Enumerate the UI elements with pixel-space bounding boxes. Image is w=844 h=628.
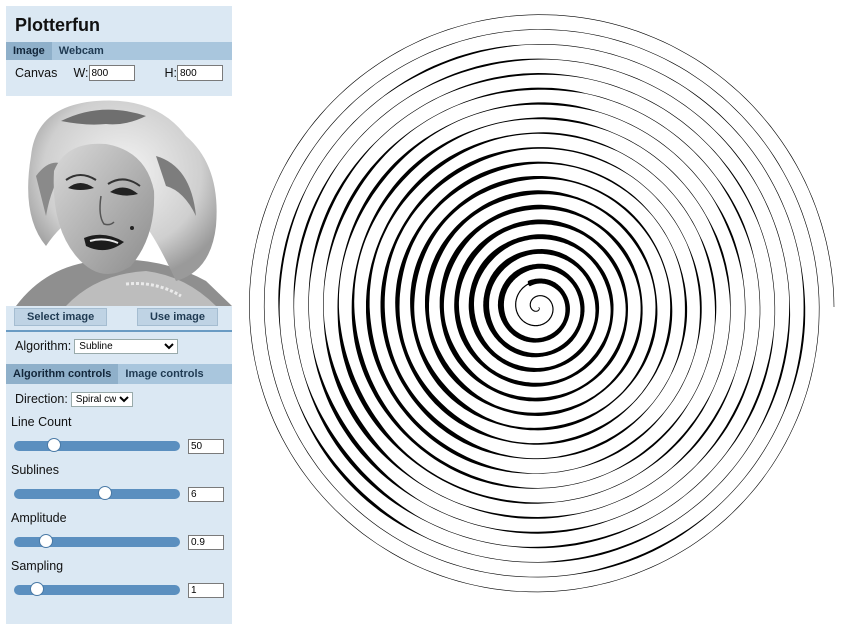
sampling-input[interactable]	[188, 582, 224, 598]
sampling-slider[interactable]	[14, 582, 180, 596]
divider	[6, 330, 232, 332]
select-image-button[interactable]: Select image	[14, 308, 108, 326]
sublines-label: Sublines	[11, 463, 59, 477]
direction-label: Direction:	[15, 392, 68, 406]
direction-row: Direction: Spiral cw	[6, 384, 232, 414]
control-tabs: Algorithm controls Image controls	[6, 364, 232, 384]
slider-thumb[interactable]	[38, 534, 53, 548]
spiral-plot	[249, 14, 835, 593]
app-title: Plotterfun	[15, 15, 100, 35]
height-label: H:	[164, 66, 178, 80]
tab-image[interactable]: Image	[6, 42, 52, 60]
line-count-label: Line Count	[11, 415, 72, 429]
control-sublines: Sublines	[6, 462, 232, 510]
slider-thumb[interactable]	[30, 582, 45, 596]
height-input[interactable]	[177, 65, 223, 81]
algorithm-select[interactable]: Subline	[74, 338, 179, 354]
control-amplitude: Amplitude	[6, 510, 232, 558]
tab-algorithm-controls[interactable]: Algorithm controls	[6, 364, 119, 384]
sublines-input[interactable]	[188, 486, 224, 502]
width-input[interactable]	[88, 65, 135, 81]
slider-thumb[interactable]	[98, 486, 113, 500]
amplitude-label: Amplitude	[11, 511, 67, 525]
slider-thumb[interactable]	[46, 438, 61, 452]
sublines-slider[interactable]	[14, 486, 180, 500]
control-sampling: Sampling	[6, 558, 232, 606]
source-tabs: Image Webcam	[6, 42, 232, 60]
line-count-slider[interactable]	[14, 438, 180, 452]
tab-webcam[interactable]: Webcam	[58, 45, 104, 57]
width-label: W:	[73, 66, 89, 80]
amplitude-input[interactable]	[188, 534, 224, 550]
sampling-label: Sampling	[11, 559, 64, 573]
direction-select[interactable]: Spiral cw	[70, 391, 133, 407]
line-count-input[interactable]	[188, 438, 224, 454]
use-image-button[interactable]: Use image	[136, 308, 218, 326]
tab-image-controls[interactable]: Image controls	[125, 368, 204, 380]
source-image-preview	[6, 96, 232, 306]
canvas-size-row: Canvas W: H:	[6, 60, 232, 86]
plot-canvas	[249, 14, 835, 593]
sidebar: Plotterfun Image Webcam Canvas W: H:	[6, 6, 232, 624]
amplitude-slider[interactable]	[14, 534, 180, 548]
algorithm-row: Algorithm: Subline	[6, 332, 232, 360]
algorithm-label: Algorithm:	[15, 339, 72, 353]
image-buttons: Select image Use image	[6, 308, 232, 326]
control-line-count: Line Count	[6, 414, 232, 462]
canvas-label: Canvas	[15, 66, 58, 80]
